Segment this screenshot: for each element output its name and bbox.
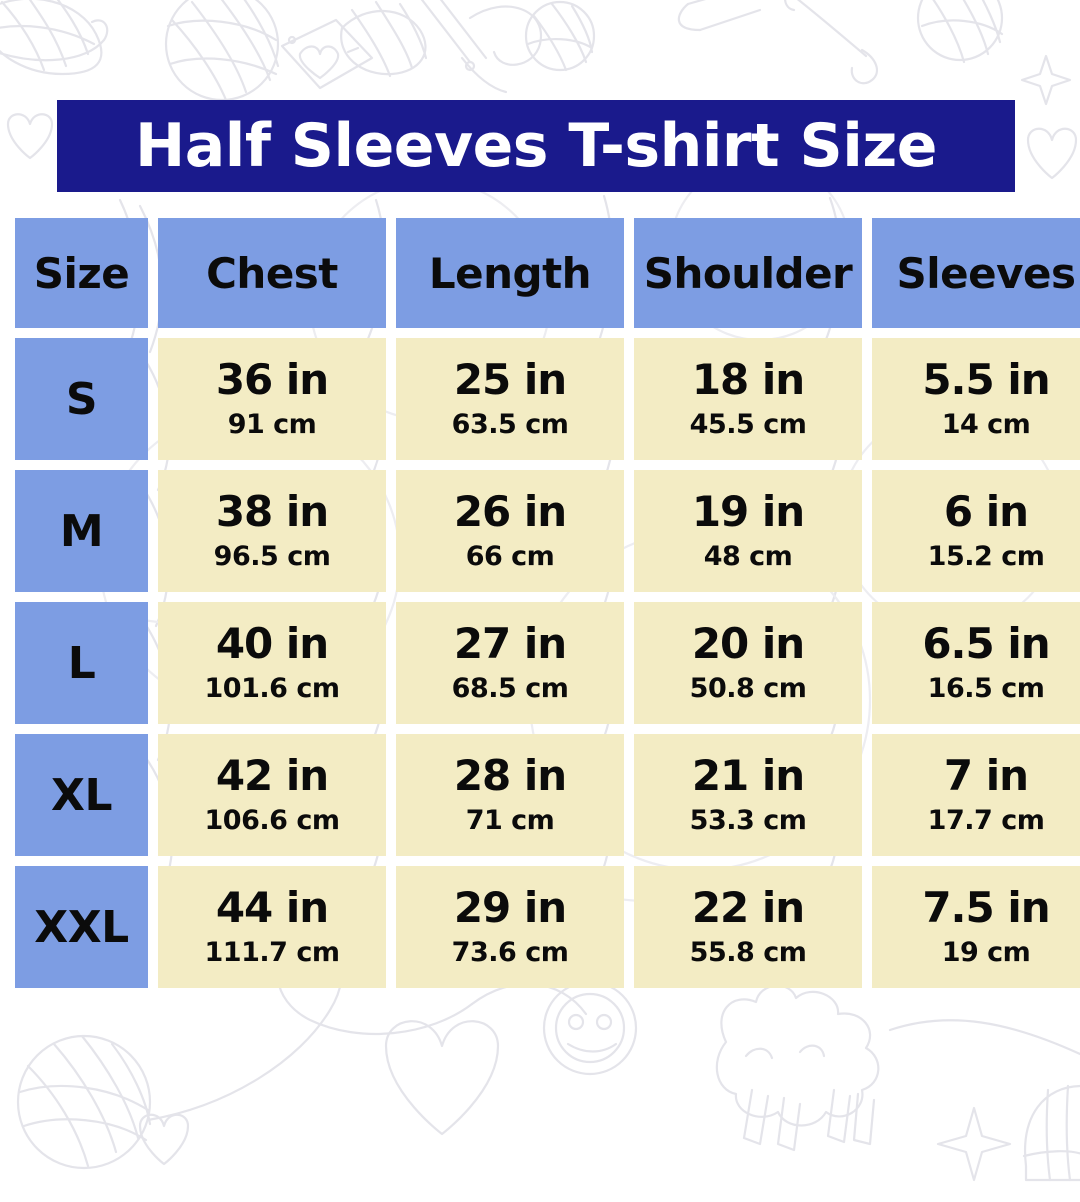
value-inches: 7.5 in	[922, 883, 1050, 933]
chest-cell: 44 in 111.7 cm	[158, 866, 386, 988]
title-banner: Half Sleeves T-shirt Size	[57, 100, 1015, 192]
table-row: S 36 in 91 cm 25 in 63.5 cm 18 in	[15, 338, 1080, 460]
table-row: XL 42 in 106.6 cm 28 in 71 cm 21 in	[15, 734, 1080, 856]
value-centimeters: 15.2 cm	[927, 540, 1045, 572]
shoulder-cell: 22 in 55.8 cm	[634, 866, 862, 988]
value-inches: 18 in	[691, 355, 805, 405]
chest-cell: 40 in 101.6 cm	[158, 602, 386, 724]
shoulder-cell: 20 in 50.8 cm	[634, 602, 862, 724]
value-inches: 27 in	[453, 619, 567, 669]
value-inches: 42 in	[215, 751, 329, 801]
size-label: M	[15, 470, 148, 592]
value-centimeters: 63.5 cm	[451, 408, 569, 440]
value-inches: 26 in	[453, 487, 567, 537]
value-centimeters: 73.6 cm	[451, 936, 569, 968]
value-centimeters: 106.6 cm	[204, 804, 340, 836]
table-header: Size Chest Length Shoulder Sleeves	[15, 218, 1080, 328]
value-centimeters: 71 cm	[465, 804, 555, 836]
table-row: XXL 44 in 111.7 cm 29 in 73.6 cm 22 in	[15, 866, 1080, 988]
value-inches: 5.5 in	[922, 355, 1050, 405]
size-label: S	[15, 338, 148, 460]
value-inches: 20 in	[691, 619, 805, 669]
value-inches: 38 in	[215, 487, 329, 537]
value-centimeters: 68.5 cm	[451, 672, 569, 704]
chest-cell: 42 in 106.6 cm	[158, 734, 386, 856]
value-inches: 28 in	[453, 751, 567, 801]
value-centimeters: 16.5 cm	[927, 672, 1045, 704]
value-centimeters: 19 cm	[941, 936, 1031, 968]
value-inches: 7 in	[943, 751, 1029, 801]
sleeves-cell: 7.5 in 19 cm	[872, 866, 1080, 988]
value-inches: 44 in	[215, 883, 329, 933]
value-inches: 36 in	[215, 355, 329, 405]
column-header-length: Length	[396, 218, 624, 328]
value-inches: 6 in	[943, 487, 1029, 537]
value-centimeters: 55.8 cm	[689, 936, 807, 968]
value-centimeters: 111.7 cm	[204, 936, 340, 968]
value-centimeters: 48 cm	[703, 540, 793, 572]
size-label: L	[15, 602, 148, 724]
length-cell: 28 in 71 cm	[396, 734, 624, 856]
size-label: XL	[15, 734, 148, 856]
size-label: XXL	[15, 866, 148, 988]
column-header-size: Size	[15, 218, 148, 328]
length-cell: 26 in 66 cm	[396, 470, 624, 592]
column-header-chest: Chest	[158, 218, 386, 328]
size-chart-table: Size Chest Length Shoulder Sleeves S 36 …	[5, 208, 1080, 998]
value-inches: 21 in	[691, 751, 805, 801]
value-centimeters: 50.8 cm	[689, 672, 807, 704]
value-centimeters: 91 cm	[227, 408, 317, 440]
value-centimeters: 66 cm	[465, 540, 555, 572]
value-inches: 22 in	[691, 883, 805, 933]
chest-cell: 38 in 96.5 cm	[158, 470, 386, 592]
value-inches: 40 in	[215, 619, 329, 669]
value-inches: 29 in	[453, 883, 567, 933]
sleeves-cell: 7 in 17.7 cm	[872, 734, 1080, 856]
chest-cell: 36 in 91 cm	[158, 338, 386, 460]
table-row: M 38 in 96.5 cm 26 in 66 cm 19 in	[15, 470, 1080, 592]
sleeves-cell: 6.5 in 16.5 cm	[872, 602, 1080, 724]
value-inches: 19 in	[691, 487, 805, 537]
value-centimeters: 45.5 cm	[689, 408, 807, 440]
value-centimeters: 14 cm	[941, 408, 1031, 440]
shoulder-cell: 21 in 53.3 cm	[634, 734, 862, 856]
value-centimeters: 17.7 cm	[927, 804, 1045, 836]
table-row: L 40 in 101.6 cm 27 in 68.5 cm 20 in	[15, 602, 1080, 724]
table-body: S 36 in 91 cm 25 in 63.5 cm 18 in	[15, 338, 1080, 988]
value-centimeters: 53.3 cm	[689, 804, 807, 836]
length-cell: 27 in 68.5 cm	[396, 602, 624, 724]
page-title: Half Sleeves T-shirt Size	[135, 111, 937, 181]
value-centimeters: 101.6 cm	[204, 672, 340, 704]
shoulder-cell: 18 in 45.5 cm	[634, 338, 862, 460]
value-inches: 25 in	[453, 355, 567, 405]
shoulder-cell: 19 in 48 cm	[634, 470, 862, 592]
column-header-sleeves: Sleeves	[872, 218, 1080, 328]
header-row: Size Chest Length Shoulder Sleeves	[15, 218, 1080, 328]
length-cell: 25 in 63.5 cm	[396, 338, 624, 460]
sleeves-cell: 6 in 15.2 cm	[872, 470, 1080, 592]
sleeves-cell: 5.5 in 14 cm	[872, 338, 1080, 460]
length-cell: 29 in 73.6 cm	[396, 866, 624, 988]
column-header-shoulder: Shoulder	[634, 218, 862, 328]
value-centimeters: 96.5 cm	[213, 540, 331, 572]
value-inches: 6.5 in	[922, 619, 1050, 669]
